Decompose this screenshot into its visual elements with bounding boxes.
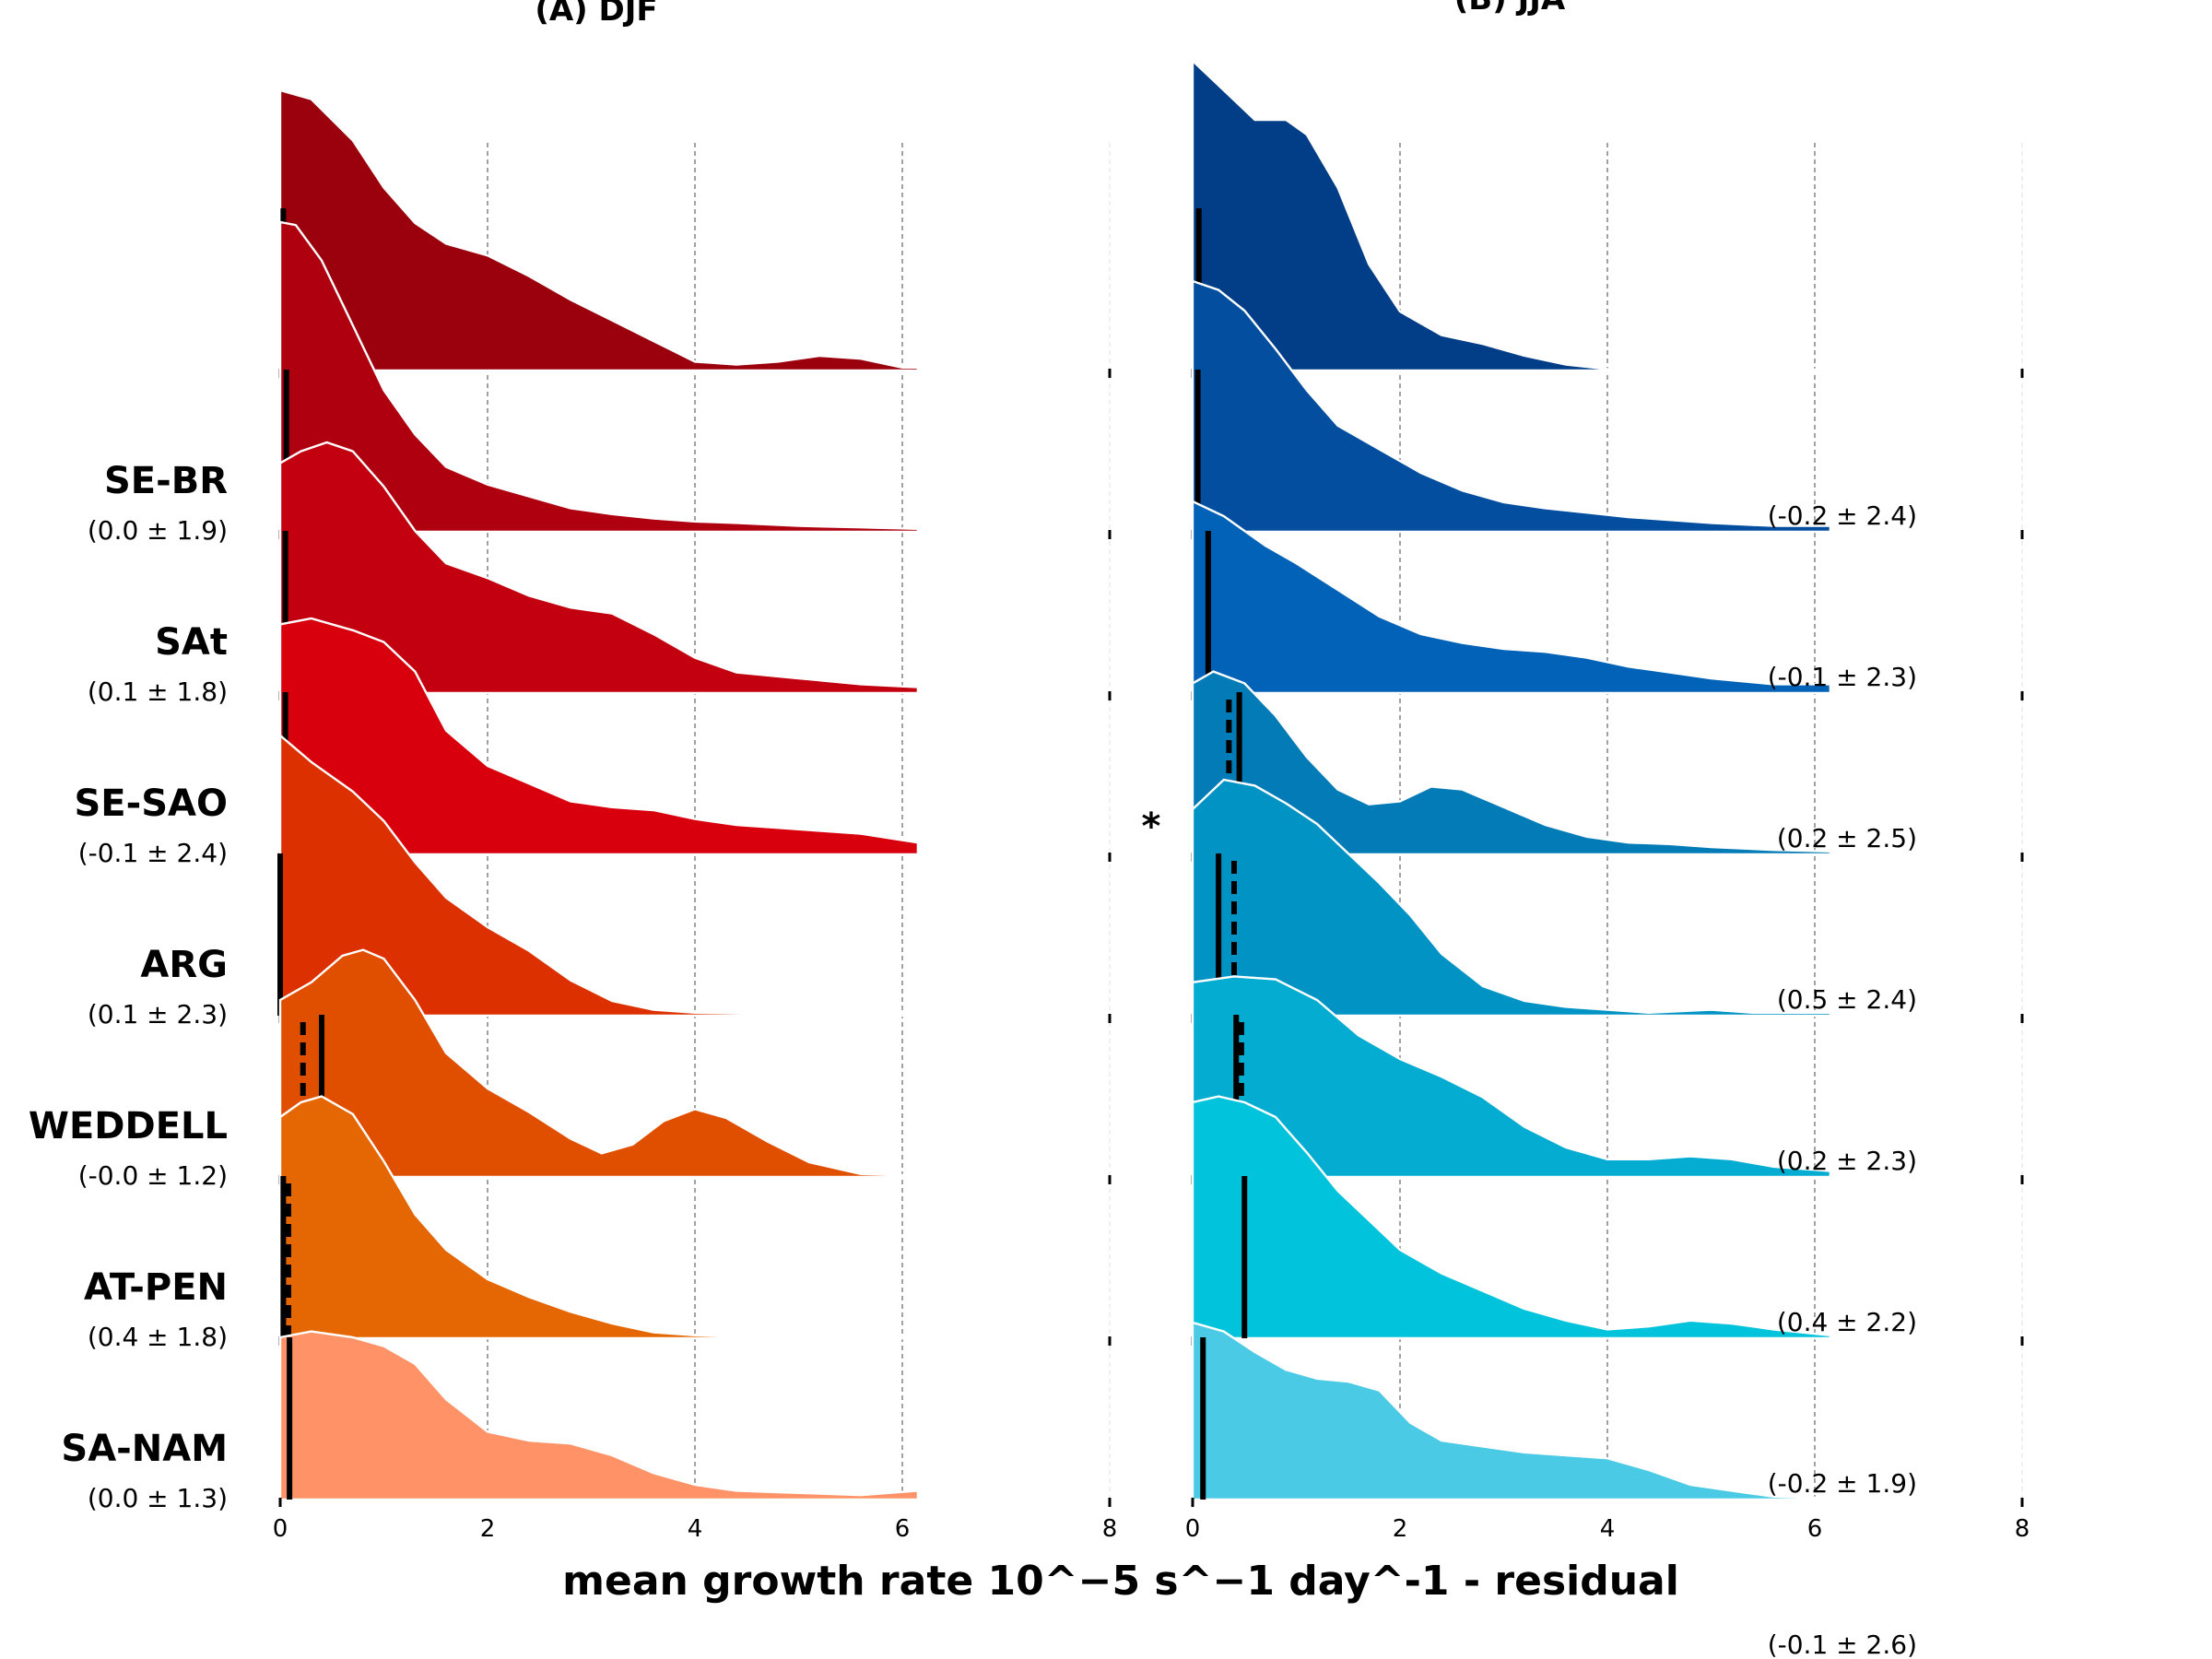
region-stat: (0.5 ± 2.4) bbox=[1777, 984, 1917, 1015]
region-stat: (0.0 ± 1.3) bbox=[88, 1483, 228, 1513]
region-stat: (-0.1 ± 2.3) bbox=[1768, 662, 1917, 692]
region-stat: (0.4 ± 2.2) bbox=[1777, 1307, 1917, 1337]
panel-title: (B) JJA bbox=[1454, 0, 1566, 18]
density-ridge bbox=[278, 88, 920, 372]
panel-djf: (A) DJF SE-BR (0.0 ± 1.9) SAt (0.1 ± 1.8) SE-… bbox=[29, 0, 1117, 1543]
density-ridge bbox=[1191, 1321, 1832, 1501]
x-tick-label: 0 bbox=[273, 1515, 288, 1543]
region-stat: (0.1 ± 1.8) bbox=[88, 677, 228, 707]
density-ridge bbox=[1191, 279, 1832, 534]
region-stat: (0.2 ± 2.5) bbox=[1777, 823, 1917, 853]
x-tick-label: 4 bbox=[688, 1515, 703, 1543]
region-name: WEDDELL bbox=[29, 1105, 228, 1147]
x-tick-label: 2 bbox=[1393, 1515, 1408, 1543]
region-stat: (0.1 ± 2.3) bbox=[88, 999, 228, 1030]
region-stat: (-0.0 ± 1.2) bbox=[78, 1160, 228, 1191]
density-ridge bbox=[278, 948, 920, 1179]
region-name: SAt bbox=[155, 621, 228, 664]
x-axis-label: mean growth rate 10^−5 s^−1 day^-1 - res… bbox=[562, 1558, 1679, 1605]
region-name: SA-NAM bbox=[61, 1428, 228, 1470]
x-tick-label: 4 bbox=[1600, 1515, 1616, 1543]
density-ridge bbox=[278, 441, 920, 695]
density-ridge bbox=[278, 733, 920, 1018]
region-name: SE-SAO bbox=[74, 782, 228, 825]
region-stat: (0.4 ± 1.8) bbox=[88, 1322, 228, 1352]
x-tick-label: 6 bbox=[895, 1515, 911, 1543]
region-stat: (-0.2 ± 1.9) bbox=[1768, 1468, 1917, 1499]
x-tick-label: 2 bbox=[480, 1515, 496, 1543]
density-ridge bbox=[1191, 500, 1832, 695]
region-stat: (0.0 ± 1.9) bbox=[88, 515, 228, 546]
panel-jja: (B) JJA (-0.2 ± 2.4) (-0.1 ± 2.3) (0.2 ± 2.… bbox=[1142, 0, 2030, 1659]
density-ridge bbox=[1191, 58, 1832, 372]
region-stat: (0.2 ± 2.3) bbox=[1777, 1146, 1917, 1176]
region-stat: (-0.1 ± 2.6) bbox=[1768, 1630, 1917, 1659]
region-name: ARG bbox=[140, 944, 228, 986]
density-ridge bbox=[278, 1095, 920, 1340]
region-stat: (-0.2 ± 2.4) bbox=[1768, 500, 1917, 531]
density-ridge bbox=[278, 1330, 920, 1501]
x-tick-label: 8 bbox=[2015, 1515, 2030, 1543]
density-ridge bbox=[1191, 670, 1832, 856]
density-ridge bbox=[278, 617, 920, 856]
x-tick-label: 8 bbox=[1102, 1515, 1118, 1543]
region-name: SE-BR bbox=[104, 460, 228, 502]
panel-title: (A) DJF bbox=[535, 0, 657, 29]
region-name: AT-PEN bbox=[84, 1266, 228, 1309]
region-stat: (-0.1 ± 2.4) bbox=[78, 838, 228, 868]
x-tick-label: 6 bbox=[1807, 1515, 1823, 1543]
density-ridge bbox=[1191, 1095, 1832, 1340]
density-ridge bbox=[1191, 778, 1832, 1018]
significance-marker: * bbox=[1142, 806, 1161, 848]
density-ridge bbox=[1191, 975, 1832, 1179]
x-tick-label: 0 bbox=[1185, 1515, 1201, 1543]
